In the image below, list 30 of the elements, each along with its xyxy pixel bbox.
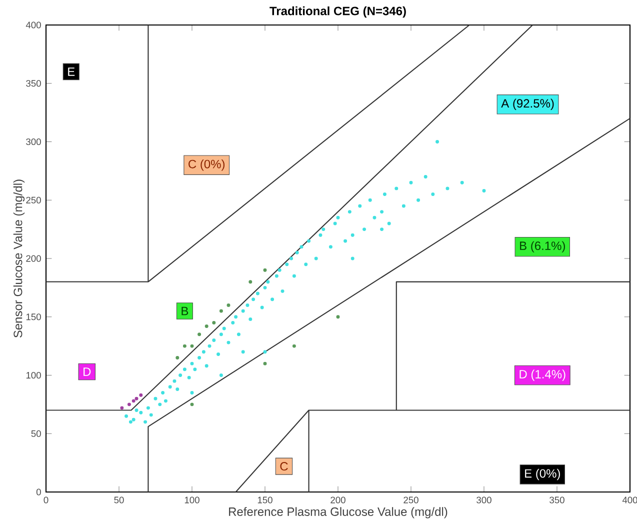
annotation: B <box>182 306 188 316</box>
annotation: C (0%) <box>188 160 225 171</box>
annotation: B (6.1%) <box>520 241 565 252</box>
y-tick-label: 0 <box>36 488 41 496</box>
y-tick-label: 250 <box>26 196 41 204</box>
x-tick-label: 50 <box>114 496 124 504</box>
annotation: C <box>280 462 288 471</box>
x-tick-label: 0 <box>44 496 48 504</box>
x-axis-title: Reference Plasma Glucose Value (mg/dl) <box>229 507 448 518</box>
annotation: A (92.5%) <box>501 98 554 110</box>
x-tick-label: 300 <box>476 496 492 504</box>
annotation: E (0%) <box>525 468 560 480</box>
x-tick-label: 100 <box>184 496 200 504</box>
y-tick-label: 300 <box>26 138 41 146</box>
y-tick-label: 100 <box>26 372 41 379</box>
y-tick-label: 200 <box>26 255 41 262</box>
x-tick-label: 150 <box>258 496 272 504</box>
y-tick-label: 50 <box>31 430 41 437</box>
annotation: D (1.4%) <box>520 370 566 381</box>
x-tick-label: 400 <box>622 496 637 504</box>
y-tick-label: 350 <box>26 80 41 87</box>
chart-title: Traditional CEG (N=346) <box>270 6 406 18</box>
x-tick-label: 200 <box>330 496 346 504</box>
x-tick-label: 350 <box>550 496 564 504</box>
annotation: D <box>84 368 91 376</box>
y-tick-label: 150 <box>26 314 41 320</box>
annotation: E <box>68 68 75 76</box>
y-tick-label: 400 <box>26 22 41 28</box>
x-tick-label: 250 <box>404 496 418 504</box>
y-axis-title: Sensor Glucose Value (mg/dl) <box>13 180 25 338</box>
